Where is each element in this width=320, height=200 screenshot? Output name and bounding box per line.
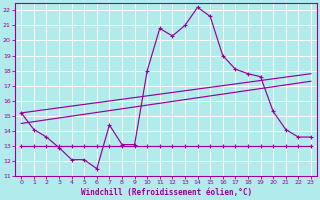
X-axis label: Windchill (Refroidissement éolien,°C): Windchill (Refroidissement éolien,°C) <box>81 188 252 197</box>
